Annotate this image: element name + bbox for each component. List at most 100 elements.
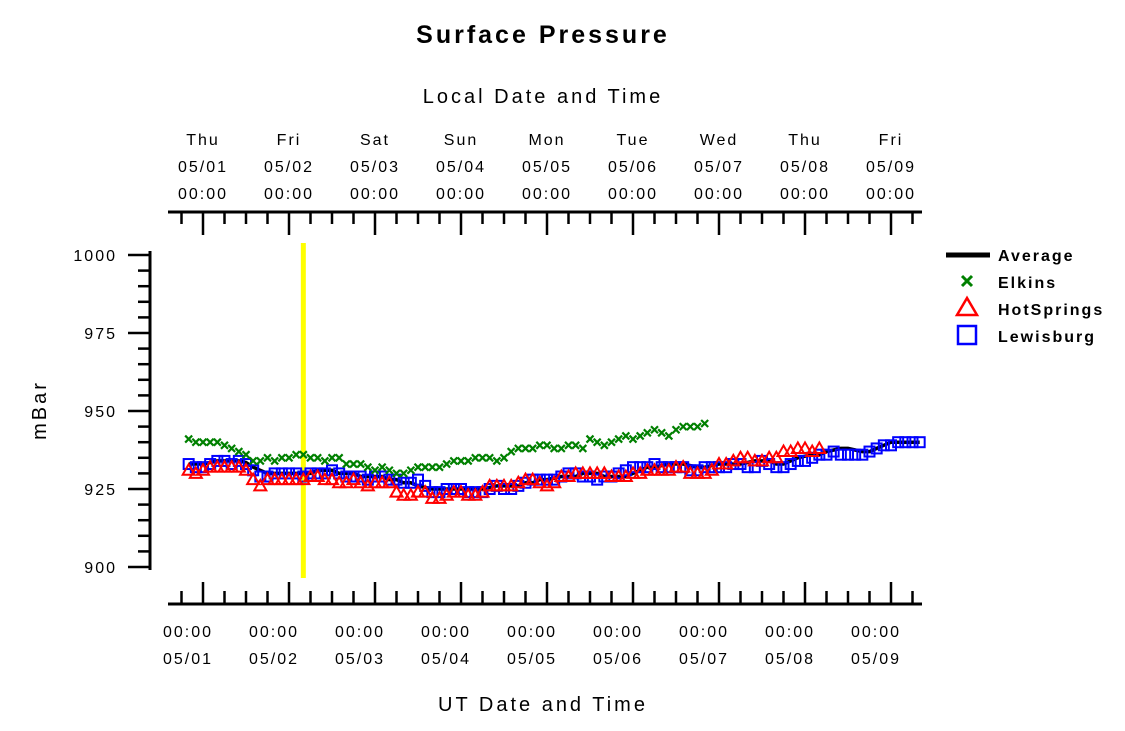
bottom-tick-label: 00:00 05/07 (679, 624, 727, 668)
point-hotsprings (732, 449, 749, 464)
x-mark-stroke (234, 447, 244, 456)
top-tick-date: 05/01 (178, 159, 228, 176)
legend-label-hotsprings: HotSprings (998, 302, 1104, 319)
point-hotsprings (395, 487, 412, 501)
point-lewisburg (548, 473, 561, 486)
x-mark-stroke (521, 444, 530, 453)
point-elkins (248, 456, 258, 466)
x-mark-stroke (270, 456, 279, 466)
x-mark-stroke (363, 462, 373, 472)
point-elkins (643, 428, 652, 438)
x-mark-stroke (435, 462, 444, 472)
x-mark-stroke (191, 437, 201, 447)
y-tick-label: 925 (84, 482, 117, 499)
legend-x-marker (960, 274, 974, 288)
bottom-tick-time: 00:00 (765, 624, 815, 641)
point-lewisburg (376, 470, 389, 483)
point-elkins (191, 437, 201, 447)
x-mark-stroke (313, 453, 322, 463)
point-hotsprings (453, 484, 469, 498)
point-hotsprings (424, 490, 441, 504)
point-elkins (356, 459, 365, 469)
point-elkins (256, 456, 265, 466)
top-tick-day: Wed (700, 132, 739, 149)
point-elkins (557, 444, 566, 453)
point-elkins (205, 437, 215, 447)
point-hotsprings (410, 484, 426, 498)
point-elkins (463, 456, 473, 466)
point-lewisburg (791, 454, 804, 467)
bottom-tick-date: 05/06 (593, 651, 643, 668)
top-tick-date: 05/05 (522, 159, 572, 176)
point-elkins (291, 450, 301, 459)
x-mark-stroke (506, 447, 516, 456)
point-elkins (320, 456, 330, 466)
legend-label-lewisburg: Lewisburg (998, 329, 1096, 346)
top-tick-time: 00:00 (608, 186, 658, 203)
point-elkins (313, 453, 322, 463)
point-hotsprings (216, 459, 233, 473)
point-hotsprings (682, 465, 699, 479)
x-mark-stroke (284, 453, 294, 463)
x-mark-stroke (227, 444, 236, 453)
point-elkins (499, 453, 509, 463)
point-hotsprings (567, 465, 584, 479)
x-mark-stroke (184, 434, 193, 444)
point-lewisburg (627, 461, 639, 474)
x-mark-stroke (428, 462, 437, 472)
x-mark-stroke (678, 422, 688, 431)
point-lewisburg (856, 448, 869, 461)
x-mark-stroke (607, 437, 616, 447)
series-hotsprings (180, 440, 828, 504)
point-elkins (650, 425, 659, 434)
legend-item-hotsprings: HotSprings (954, 295, 1104, 319)
point-elkins (478, 453, 487, 463)
point-elkins (392, 469, 401, 478)
point-elkins (485, 453, 494, 463)
point-hotsprings (245, 471, 261, 486)
top-tick-day: Mon (528, 132, 565, 149)
point-elkins (349, 459, 358, 469)
top-tick-date: 05/09 (866, 159, 916, 176)
point-lewisburg (906, 436, 919, 449)
point-lewisburg (232, 454, 245, 467)
bottom-tick-label: 00:00 05/08 (765, 624, 815, 668)
point-elkins (241, 450, 251, 459)
point-hotsprings (317, 471, 333, 486)
x-mark-stroke (478, 453, 487, 463)
bottom-tick-label: 00:00 05/01 (163, 624, 213, 668)
point-elkins (220, 441, 229, 450)
point-lewisburg (806, 451, 819, 464)
point-lewisburg (734, 458, 747, 471)
x-mark-stroke (686, 422, 695, 431)
point-elkins (514, 444, 523, 453)
point-elkins (435, 462, 444, 472)
top-tick-time: 00:00 (780, 186, 830, 203)
point-hotsprings (381, 474, 398, 489)
x-mark-stroke (578, 444, 588, 453)
point-hotsprings (553, 468, 570, 483)
point-lewisburg (885, 439, 897, 452)
top-tick-day: Thu (788, 132, 822, 149)
y-tick-label: 900 (84, 560, 117, 577)
point-hotsprings (811, 440, 828, 454)
bottom-tick-date: 05/08 (765, 651, 815, 668)
point-lewisburg (591, 473, 604, 486)
point-hotsprings (610, 468, 627, 483)
bottom-tick-date: 05/01 (163, 651, 213, 668)
top-tick-date: 05/08 (780, 159, 830, 176)
point-hotsprings (761, 449, 777, 464)
top-tick-time: 00:00 (178, 186, 228, 203)
point-hotsprings (302, 468, 319, 483)
top-tick-label: Wed 05/07 00:00 (694, 132, 742, 203)
x-mark-stroke (220, 441, 229, 450)
point-hotsprings (603, 468, 620, 483)
top-tick-label: Sun 05/04 00:00 (436, 132, 484, 203)
point-lewisburg (899, 436, 912, 449)
x-mark-stroke (585, 434, 595, 444)
legend: Average Elkins HotSprings Lewisburg (946, 248, 1104, 346)
point-elkins (442, 459, 451, 469)
bottom-tick-time: 00:00 (421, 624, 471, 641)
legend-item-average: Average (946, 248, 1073, 265)
